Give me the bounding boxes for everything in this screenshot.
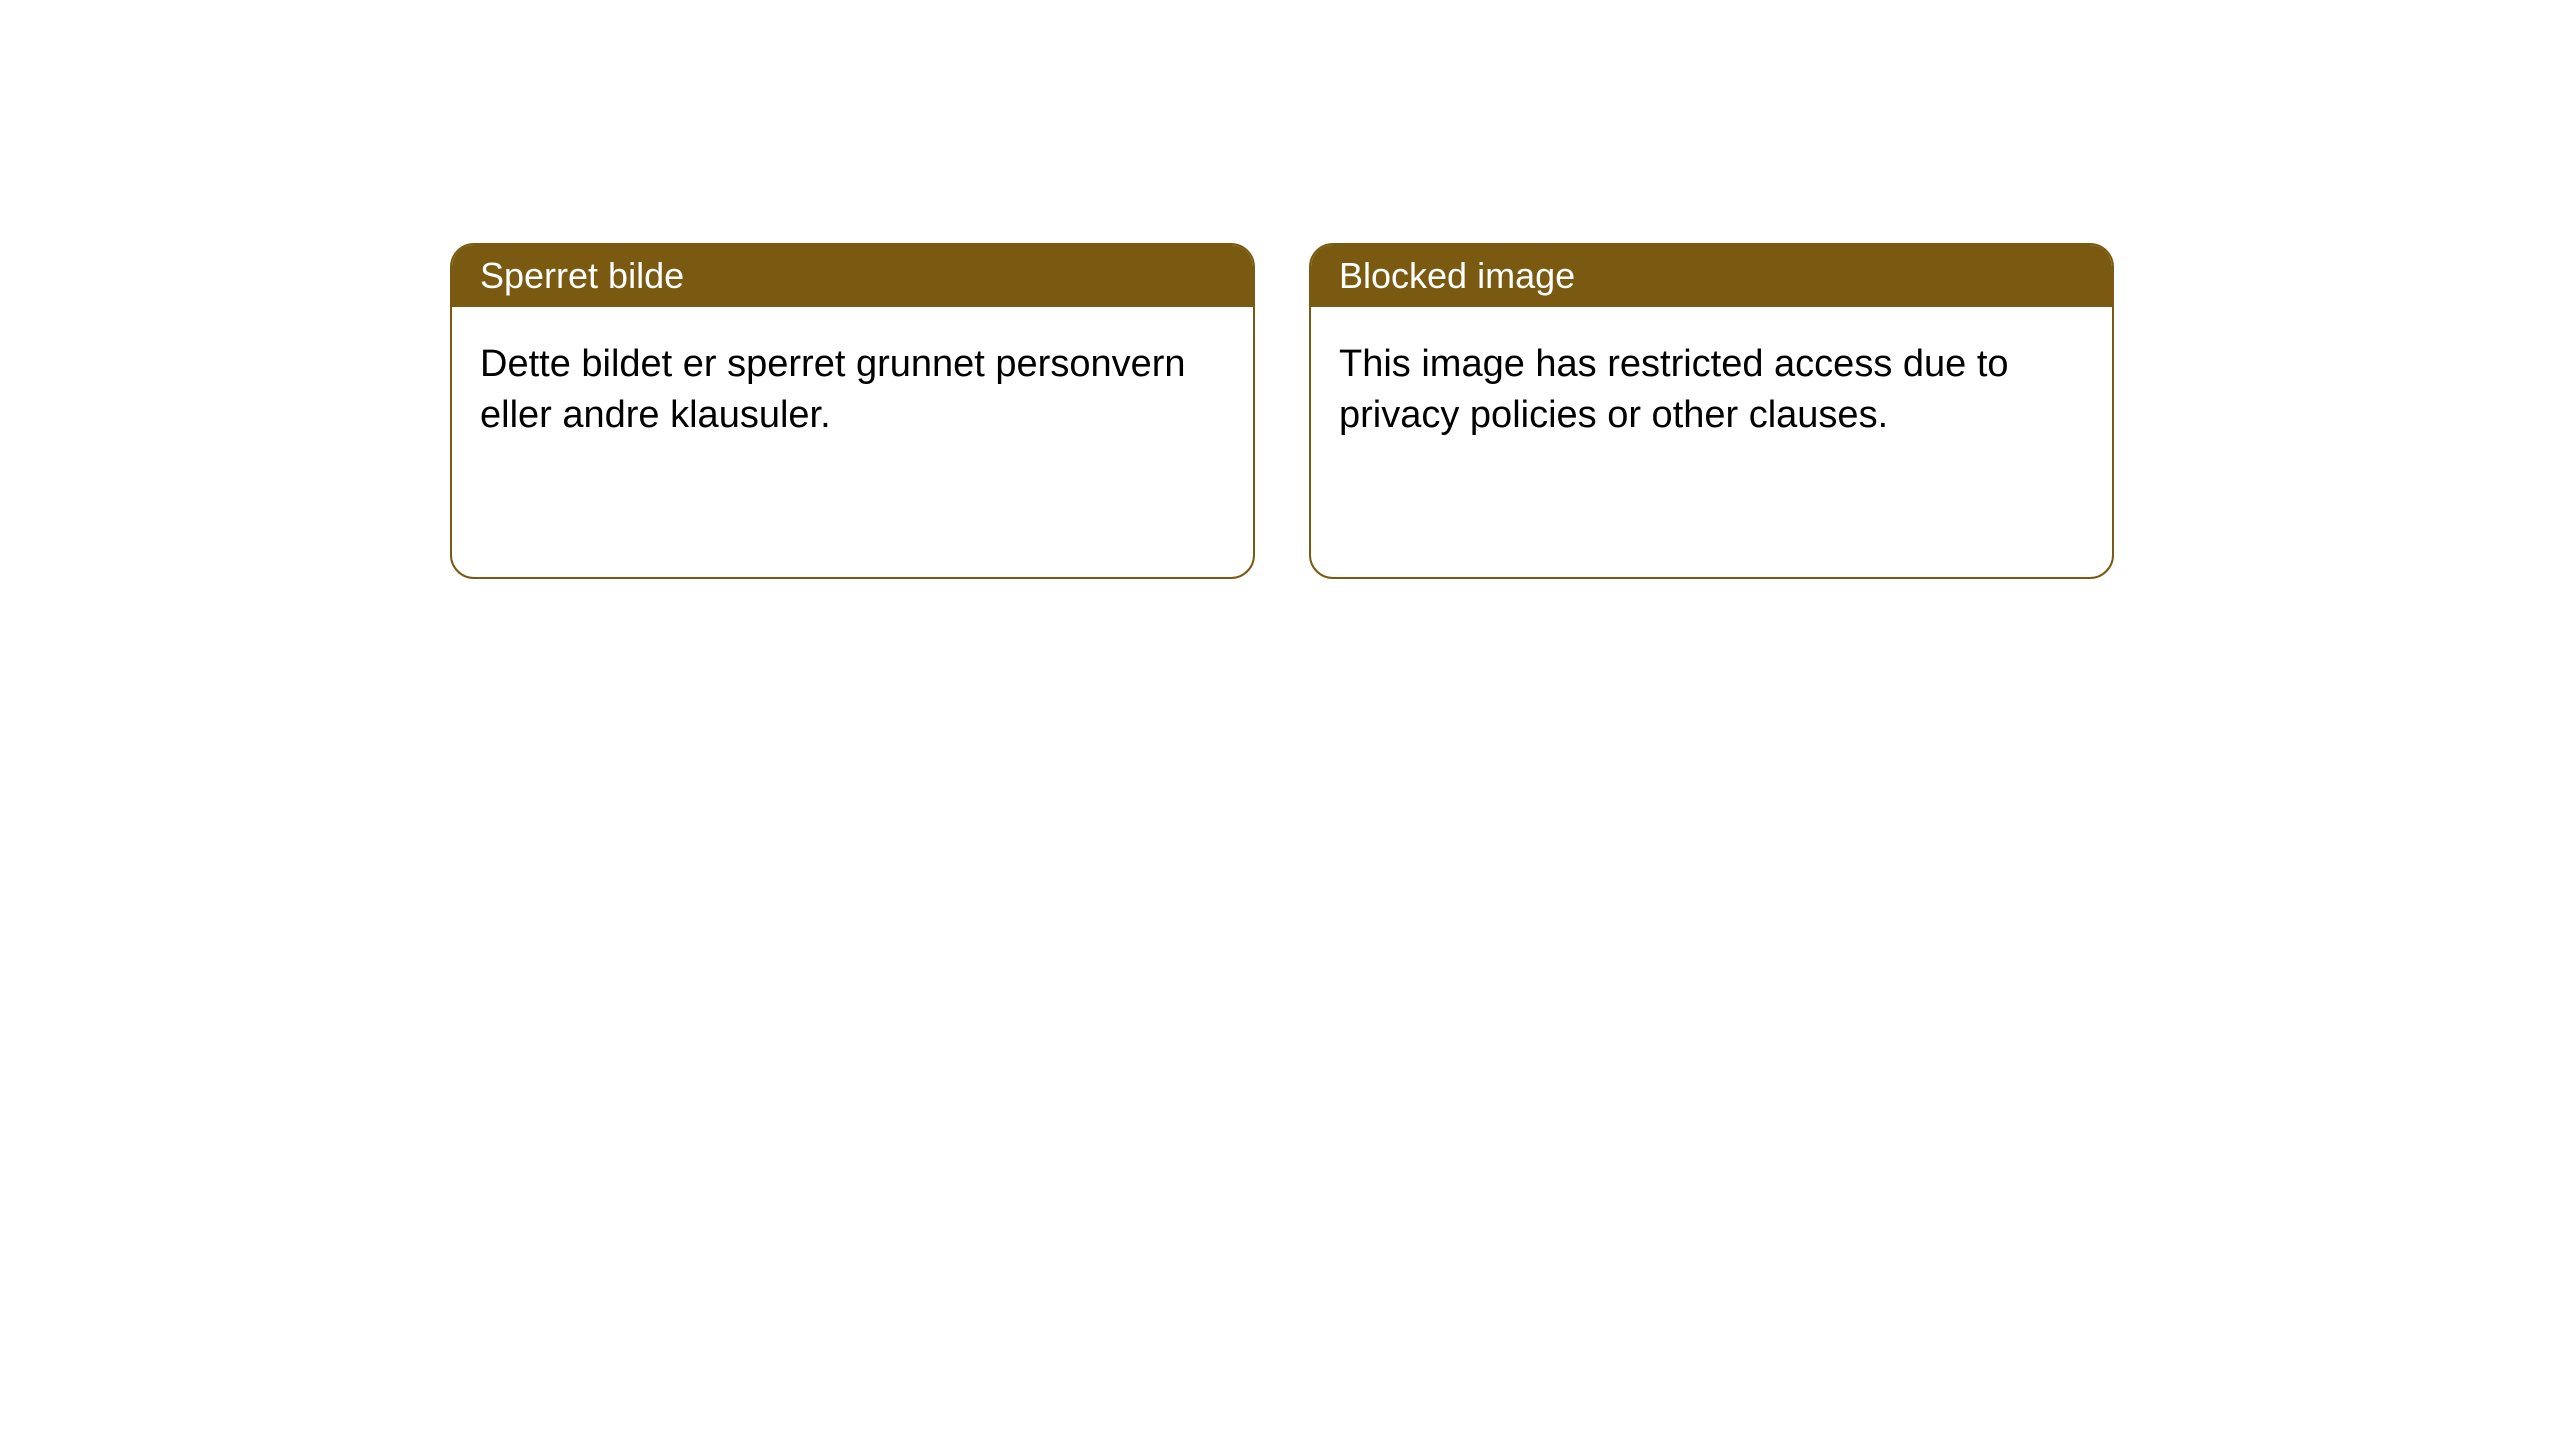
notice-card-english: Blocked image This image has restricted …	[1309, 243, 2114, 579]
notice-card-title: Blocked image	[1311, 245, 2112, 307]
notice-card-body: Dette bildet er sperret grunnet personve…	[452, 307, 1253, 474]
notice-card-title: Sperret bilde	[452, 245, 1253, 307]
notice-card-norwegian: Sperret bilde Dette bildet er sperret gr…	[450, 243, 1255, 579]
notice-container: Sperret bilde Dette bildet er sperret gr…	[450, 243, 2114, 579]
notice-card-body: This image has restricted access due to …	[1311, 307, 2112, 474]
